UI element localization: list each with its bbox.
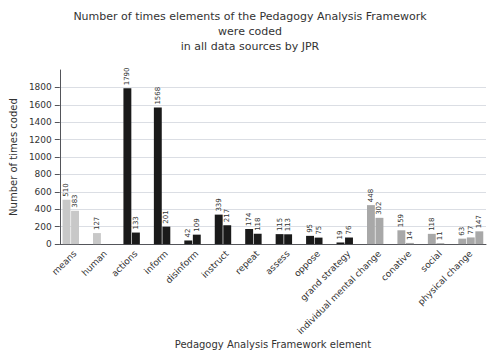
svg-text:means: means	[50, 248, 79, 277]
svg-text:assess: assess	[264, 248, 292, 276]
svg-text:76: 76	[345, 225, 353, 234]
svg-text:118: 118	[254, 217, 262, 230]
svg-text:109: 109	[193, 218, 201, 231]
svg-text:Number of times elements of th: Number of times elements of the Pedagogy…	[73, 10, 427, 23]
svg-text:42: 42	[184, 229, 192, 238]
svg-text:118: 118	[428, 217, 436, 230]
svg-text:200: 200	[35, 222, 52, 232]
svg-text:instruct: instruct	[199, 248, 231, 280]
svg-text:400: 400	[35, 204, 52, 214]
svg-text:19: 19	[336, 231, 344, 240]
svg-text:1790: 1790	[123, 67, 131, 85]
svg-text:inform: inform	[142, 249, 170, 277]
svg-text:217: 217	[223, 209, 231, 222]
svg-text:77: 77	[467, 226, 475, 235]
svg-text:75: 75	[315, 226, 323, 235]
svg-text:1000: 1000	[29, 152, 52, 162]
svg-text:0: 0	[46, 239, 52, 249]
svg-text:159: 159	[397, 214, 405, 227]
svg-text:in all data sources by JPR: in all data sources by JPR	[181, 40, 320, 53]
svg-text:600: 600	[35, 187, 52, 197]
svg-text:95: 95	[306, 224, 314, 233]
svg-text:448: 448	[367, 189, 375, 202]
svg-text:1800: 1800	[29, 82, 52, 92]
svg-text:individual mental change: individual mental change	[295, 248, 383, 336]
svg-text:133: 133	[132, 216, 140, 229]
svg-text:oppose: oppose	[292, 248, 322, 278]
svg-text:339: 339	[215, 198, 223, 211]
svg-text:147: 147	[475, 215, 483, 228]
svg-text:11: 11	[436, 231, 444, 240]
svg-text:Pedagogy Analysis Framework el: Pedagogy Analysis Framework element	[175, 339, 371, 350]
svg-text:social: social	[419, 249, 444, 274]
svg-text:physical change: physical change	[416, 248, 475, 307]
svg-text:1400: 1400	[29, 117, 52, 127]
svg-text:repeat: repeat	[233, 248, 261, 276]
svg-text:127: 127	[93, 217, 101, 230]
svg-text:disinform: disinform	[164, 249, 201, 286]
svg-text:800: 800	[35, 169, 52, 179]
svg-text:201: 201	[162, 210, 170, 223]
svg-text:302: 302	[375, 201, 383, 214]
svg-text:1200: 1200	[29, 135, 52, 145]
svg-text:actions: actions	[110, 248, 140, 278]
svg-text:1600: 1600	[29, 100, 52, 110]
svg-text:174: 174	[245, 212, 253, 226]
svg-text:115: 115	[276, 218, 284, 231]
svg-text:14: 14	[406, 230, 414, 239]
svg-text:510: 510	[62, 183, 70, 196]
svg-text:113: 113	[284, 218, 292, 231]
svg-text:grand strategy: grand strategy	[298, 248, 353, 303]
svg-text:383: 383	[71, 194, 79, 207]
svg-text:63: 63	[458, 227, 466, 236]
svg-text:conative: conative	[379, 248, 414, 283]
svg-text:were coded: were coded	[218, 25, 282, 38]
svg-text:1568: 1568	[154, 87, 162, 105]
svg-text:human: human	[80, 249, 109, 278]
svg-text:Number of times coded: Number of times coded	[8, 98, 19, 216]
